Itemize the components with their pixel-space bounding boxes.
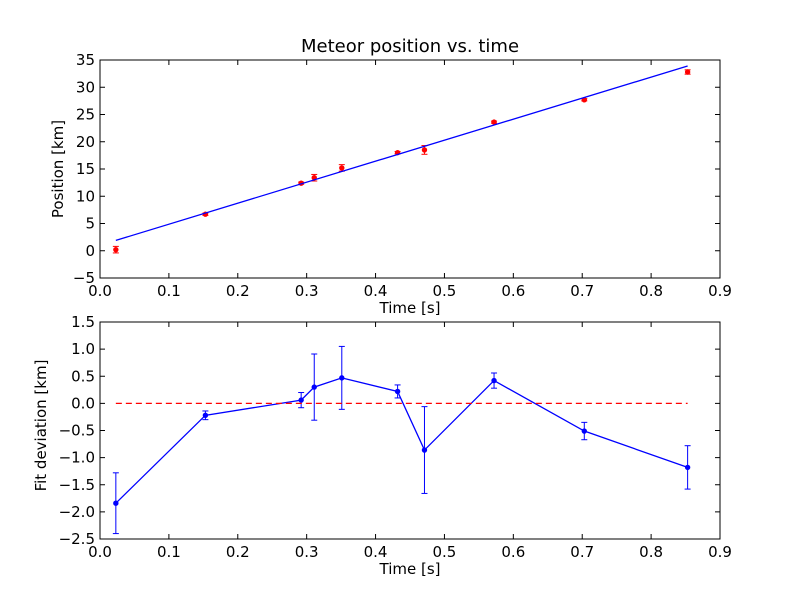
bottom-x-tick-label: 0.4 (364, 543, 388, 561)
top-x-tick-label: 0.0 (88, 282, 112, 300)
bottom-data-point (491, 377, 497, 384)
bottom-y-tick-label: −1.5 (59, 476, 95, 494)
top-subplot: Meteor position vs. time Time [s] Positi… (49, 36, 732, 317)
bottom-data-point (684, 464, 691, 471)
top-x-tick-label: 0.3 (295, 282, 319, 300)
top-y-tick-label: 5 (85, 215, 95, 233)
top-data-point (113, 246, 119, 253)
bottom-x-tick-label: 0.8 (639, 543, 663, 561)
bottom-x-tick-label: 0.6 (501, 543, 525, 561)
top-data-point (684, 69, 691, 75)
bottom-x-axis-label: Time [s] (379, 560, 441, 578)
top-fit-line (115, 65, 688, 242)
top-x-tick-label: 0.5 (433, 282, 457, 300)
bottom-x-tick-label: 0.3 (295, 543, 319, 561)
bottom-x-tick-label: 0.5 (433, 543, 457, 561)
top-y-tick-label: 25 (76, 106, 95, 124)
bottom-y-axis-label: Fit deviation [km] (32, 360, 50, 492)
bottom-subplot: Time [s] Fit deviation [km] 0.0 0.1 0.2 0.3… (32, 313, 732, 578)
top-y-tick-label: 35 (76, 51, 95, 69)
top-data-marks (112, 65, 691, 254)
bottom-y-tick-label: −2.5 (59, 530, 95, 548)
bottom-data-point (298, 397, 304, 403)
top-x-tick-label: 0.1 (157, 282, 181, 300)
top-x-tick-label: 0.4 (364, 282, 388, 300)
bottom-y-tick-label: 0.0 (71, 394, 95, 412)
bottom-data-point (113, 500, 119, 506)
bottom-series-line (115, 377, 688, 504)
top-x-tick-label: 0.2 (226, 282, 250, 300)
bottom-data-point (202, 412, 209, 419)
top-x-tick-label: 0.9 (708, 282, 732, 300)
bottom-y-tick-label: −1.0 (59, 449, 95, 467)
top-y-tick-label: 10 (76, 187, 95, 205)
top-x-tick-label: 0.8 (639, 282, 663, 300)
bottom-data-point (421, 447, 428, 453)
top-y-tick-label: 30 (76, 78, 95, 96)
bottom-data-point (581, 428, 587, 434)
top-x-tick-label: 0.7 (570, 282, 594, 300)
bottom-axis-ticks: 0.0 0.1 0.2 0.3 0.4 0.5 0.6 0.7 0.8 0.9 −2.5 −2.0 −1… (59, 313, 732, 561)
top-y-tick-label: 0 (85, 242, 95, 260)
bottom-y-tick-label: −2.0 (59, 503, 95, 521)
top-data-point (421, 147, 428, 153)
top-chart-title: Meteor position vs. time (301, 36, 519, 57)
top-y-tick-label: 15 (76, 160, 95, 178)
bottom-y-tick-label: 1.5 (71, 313, 95, 331)
bottom-x-tick-label: 0.7 (570, 543, 594, 561)
bottom-x-tick-label: 0.1 (157, 543, 181, 561)
bottom-y-tick-label: 1.0 (71, 340, 95, 358)
bottom-x-tick-label: 0.0 (88, 543, 112, 561)
top-x-axis-label: Time [s] (379, 299, 441, 317)
bottom-x-tick-label: 0.9 (708, 543, 732, 561)
top-y-tick-label: 20 (76, 133, 95, 151)
top-data-point (491, 119, 497, 125)
top-data-point (339, 165, 345, 171)
top-axis-ticks: 0.0 0.1 0.2 0.3 0.4 0.5 0.6 0.7 0.8 0.9 −5 0 5 10 15 20… (73, 51, 732, 300)
top-x-tick-label: 0.6 (501, 282, 525, 300)
bottom-data-point (394, 388, 401, 395)
bottom-data-point (339, 375, 345, 381)
bottom-x-tick-label: 0.2 (226, 543, 250, 561)
top-y-axis-label: Position [km] (49, 120, 67, 218)
top-y-tick-label: −5 (73, 269, 95, 287)
bottom-data-marks (112, 345, 691, 535)
bottom-data-point (311, 384, 317, 390)
bottom-y-tick-label: 0.5 (71, 367, 95, 385)
bottom-y-tick-label: −0.5 (59, 422, 95, 440)
